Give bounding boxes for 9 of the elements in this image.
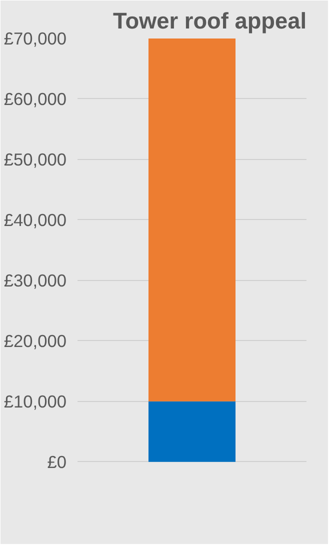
y-tick-label: £50,000	[4, 149, 67, 170]
y-tick-label: £20,000	[4, 330, 67, 351]
y-tick-label: £10,000	[4, 391, 67, 412]
y-tick-label: £70,000	[4, 28, 67, 48]
y-tick-label: £30,000	[4, 270, 67, 290]
chart-title: Tower roof appeal	[113, 8, 307, 34]
y-tick-label: £40,000	[4, 210, 67, 230]
y-tick-label: £60,000	[4, 88, 67, 109]
y-tick-label: £0	[47, 452, 67, 472]
